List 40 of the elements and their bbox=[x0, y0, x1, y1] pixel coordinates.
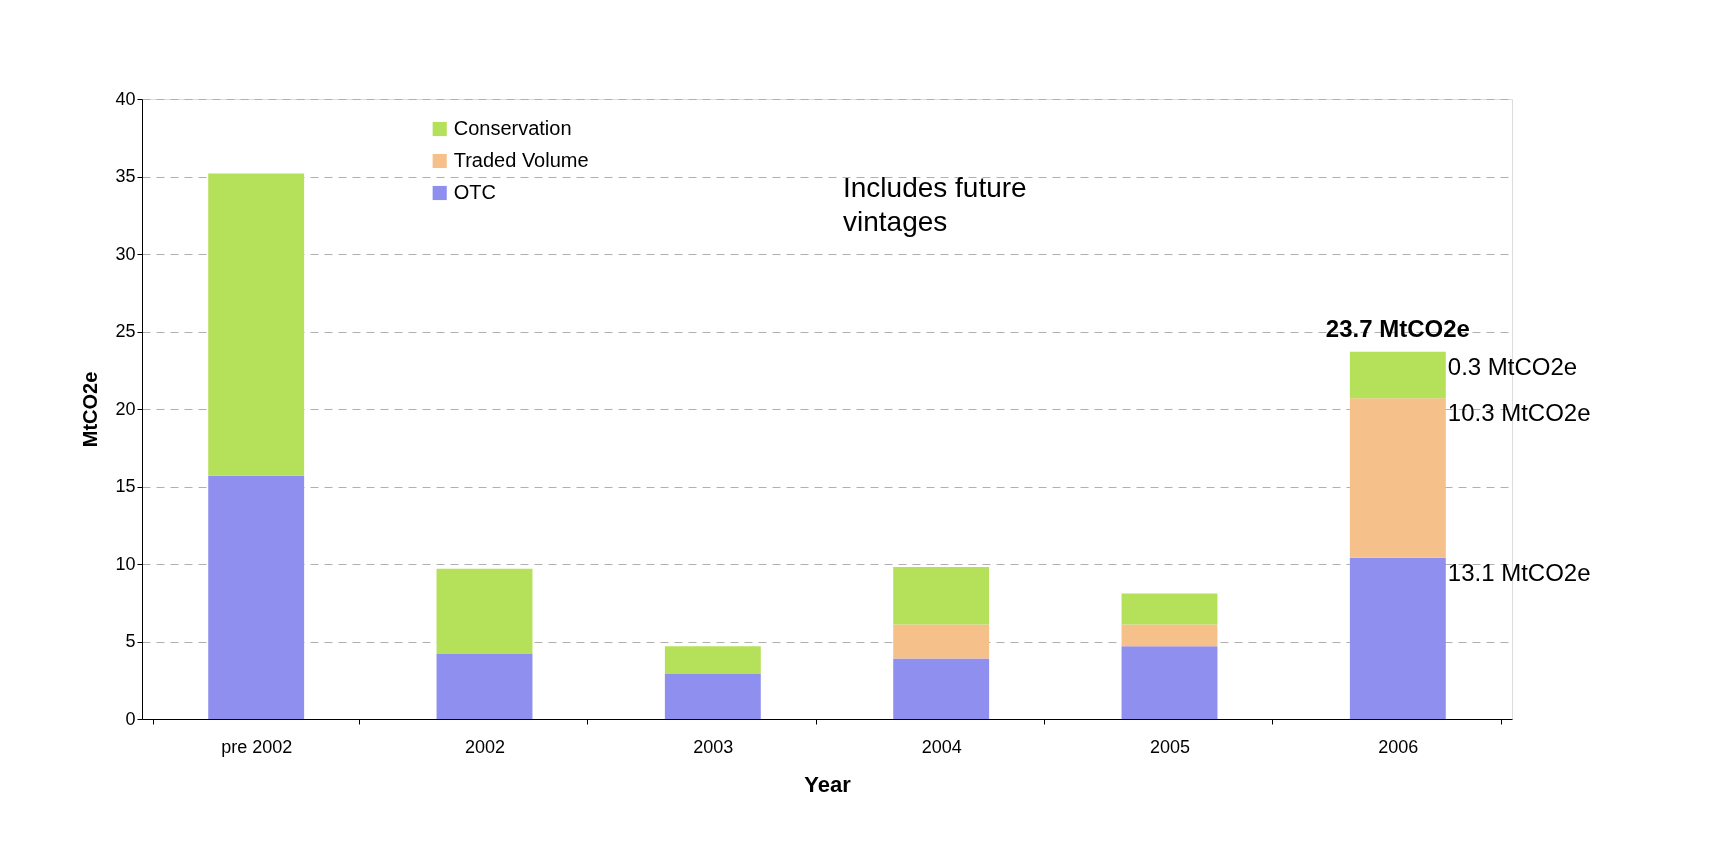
bar bbox=[208, 475, 305, 719]
bar bbox=[436, 568, 533, 654]
y-tick-label: 30 bbox=[115, 243, 136, 264]
x-tick-label: 2002 bbox=[464, 736, 506, 757]
legend-label: Traded Volume bbox=[453, 149, 589, 171]
y-axis-title: MtCO2e bbox=[79, 371, 102, 448]
x-tick-label: pre 2002 bbox=[221, 736, 293, 757]
bar bbox=[664, 646, 761, 675]
x-tick-label: 2004 bbox=[921, 736, 962, 757]
y-tick-label: 0 bbox=[125, 708, 136, 729]
y-tick-label: 25 bbox=[115, 321, 136, 341]
y-tick-label: 35 bbox=[115, 166, 136, 186]
bar bbox=[1121, 646, 1218, 719]
x-axis-title: Year bbox=[804, 771, 852, 797]
annotation: Includes future vintages bbox=[843, 172, 1027, 237]
bar bbox=[208, 173, 305, 476]
legend-label: Conservation bbox=[453, 117, 572, 139]
annotation: 13.1 MtCO2e bbox=[1447, 558, 1591, 586]
y-tick-label: 10 bbox=[115, 553, 136, 574]
bar bbox=[893, 567, 990, 625]
x-tick-label: 2006 bbox=[1378, 736, 1419, 757]
bar bbox=[1121, 593, 1218, 625]
x-tick-label: 2003 bbox=[693, 736, 734, 757]
y-tick-label: 20 bbox=[115, 398, 136, 419]
y-tick-label: 5 bbox=[125, 631, 136, 651]
y-tick-label: 40 bbox=[115, 88, 136, 109]
legend-label: OTC bbox=[453, 181, 496, 203]
bar bbox=[436, 653, 533, 719]
bar bbox=[893, 658, 990, 719]
annotation: 10.3 MtCO2e bbox=[1447, 399, 1591, 427]
bar bbox=[1349, 557, 1446, 719]
bar bbox=[1349, 398, 1446, 558]
bar bbox=[893, 624, 990, 659]
annotation: 0.3 MtCO2e bbox=[1447, 352, 1578, 380]
y-tick-label: 15 bbox=[115, 476, 136, 496]
bar bbox=[1121, 624, 1218, 647]
bar bbox=[1349, 351, 1446, 399]
total-label: 23.7 MtCO2e bbox=[1325, 314, 1470, 342]
bar bbox=[664, 674, 761, 719]
x-tick-label: 2005 bbox=[1149, 736, 1191, 757]
